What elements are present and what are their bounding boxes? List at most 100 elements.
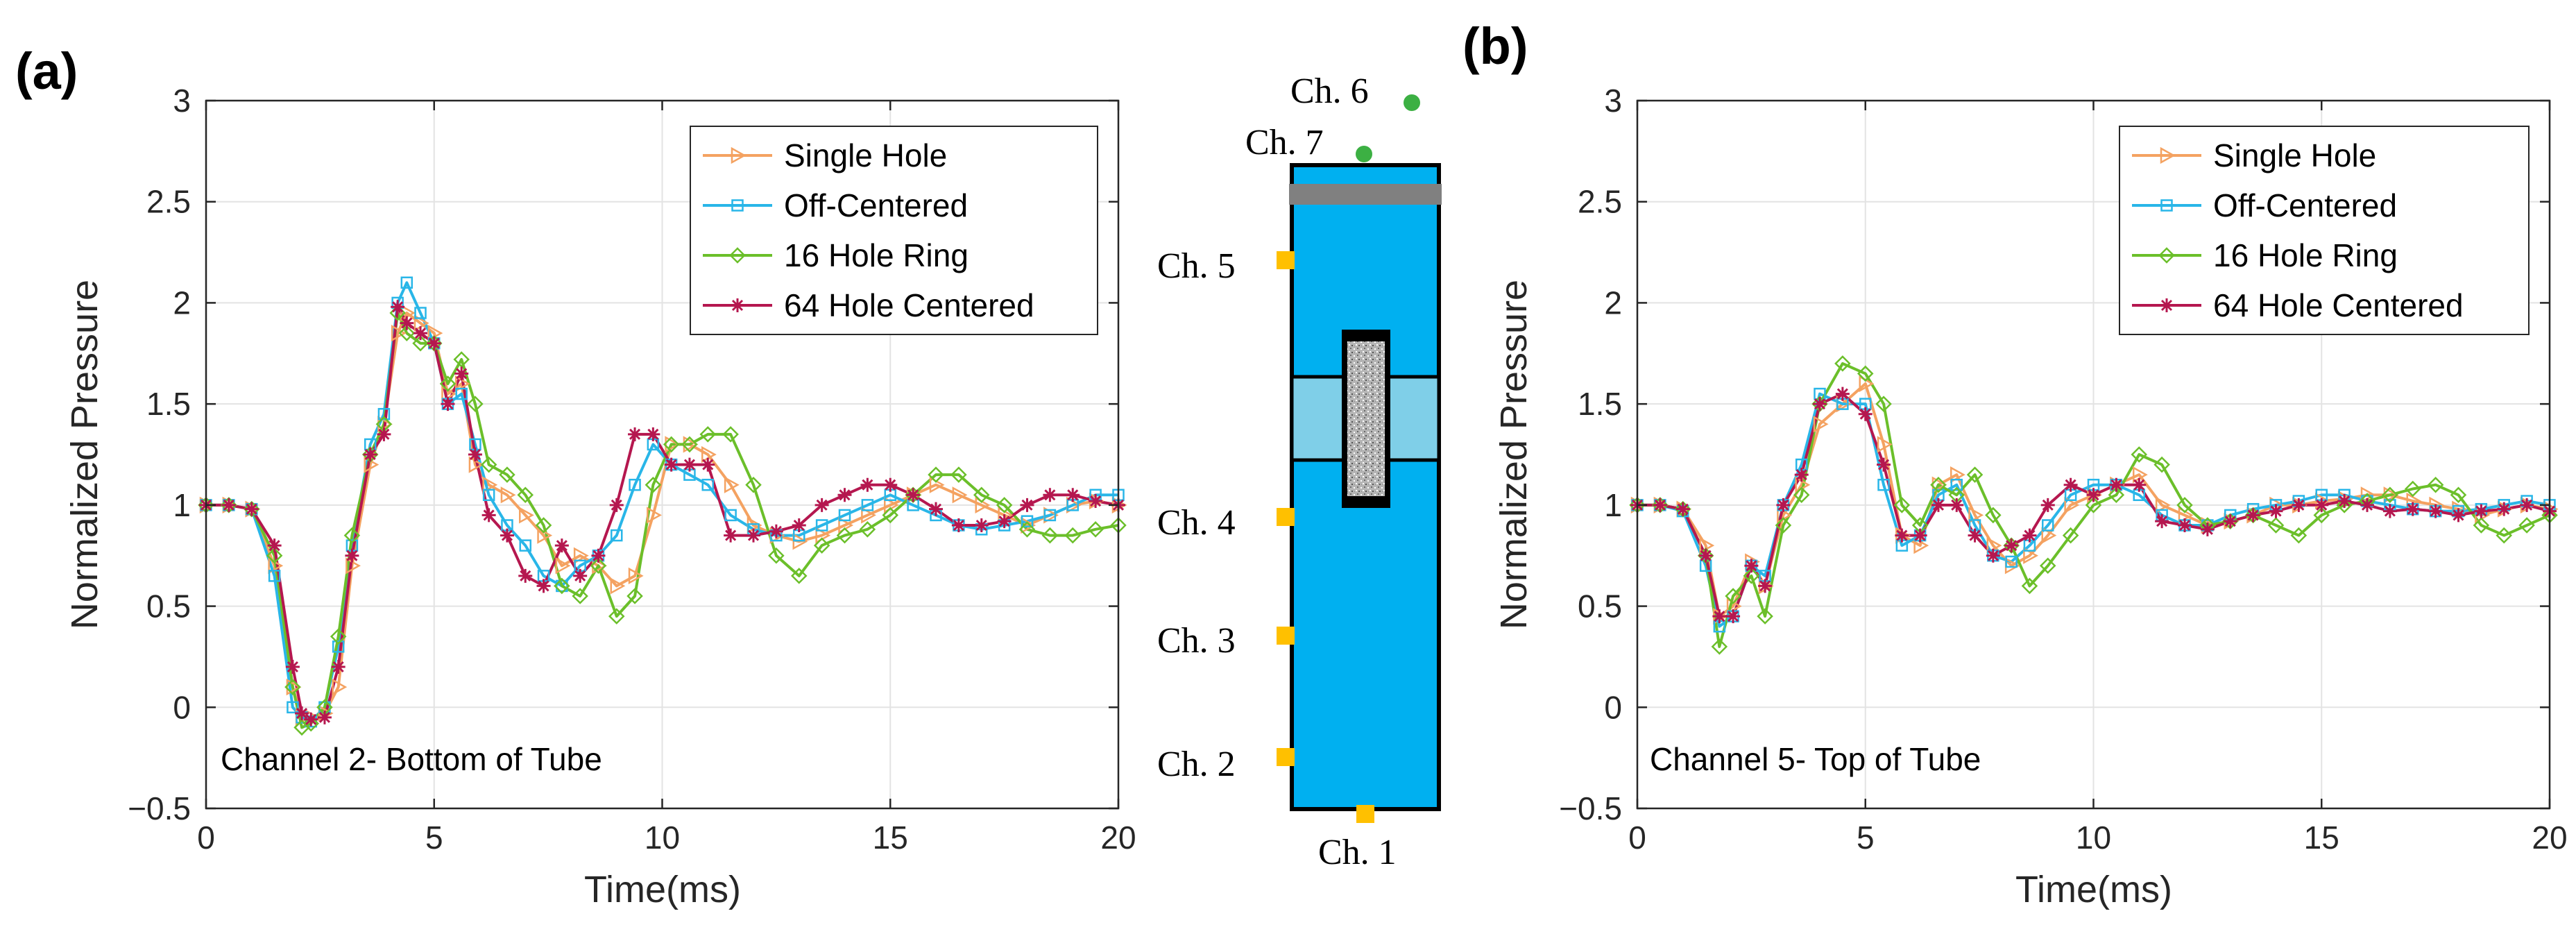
data-point (2404, 480, 2421, 498)
data-point (1857, 365, 1874, 382)
data-point (2337, 494, 2352, 509)
data-point (815, 519, 828, 532)
data-point (929, 502, 943, 516)
data-point (1757, 608, 1773, 625)
legend-label: 64 Hole Centered (784, 287, 1034, 323)
data-point (482, 489, 495, 502)
data-point (2176, 497, 2193, 513)
y-axis-label-a: Normalized Pressure (64, 280, 105, 629)
data-point (1712, 609, 1727, 624)
x-tick-label: 0 (197, 820, 215, 856)
data-point (1895, 528, 1909, 543)
y-tick-label: 2 (173, 285, 191, 321)
legend-marker (2160, 146, 2176, 164)
legend-marker (731, 146, 747, 164)
data-point (1968, 507, 1984, 524)
x-ticks-b: 0 5 10 15 20 (1628, 101, 2568, 856)
data-point (467, 396, 484, 412)
data-point (1986, 548, 2000, 563)
data-point (2040, 498, 2055, 512)
data-point (608, 608, 625, 625)
annotation-b: Channel 5- Top of Tube (1650, 741, 1981, 777)
data-point (813, 537, 830, 554)
data-point (1711, 638, 1728, 655)
data-point (2108, 486, 2125, 504)
data-point (377, 427, 391, 441)
data-point (626, 588, 643, 604)
legend-label: Off-Centered (2213, 187, 2397, 223)
data-point (287, 701, 299, 714)
data-point (1043, 509, 1057, 522)
data-point (1931, 498, 1945, 512)
data-point (681, 436, 698, 453)
data-point (590, 557, 607, 575)
data-point (2178, 518, 2192, 532)
data-point (286, 679, 302, 696)
data-point (2382, 504, 2397, 518)
series-line (1637, 392, 2550, 628)
data-point (555, 557, 571, 575)
data-point (628, 427, 642, 441)
data-point (2497, 502, 2511, 516)
data-point (455, 387, 468, 400)
data-point (427, 336, 441, 350)
data-point (1813, 416, 1829, 433)
y-tick-label: 2.5 (1578, 184, 1622, 220)
data-point (414, 307, 427, 319)
data-point (268, 570, 281, 582)
data-point (2005, 555, 2018, 568)
data-point (591, 548, 606, 563)
data-point (1020, 498, 1034, 512)
x-tick-label: 20 (2532, 820, 2567, 856)
data-point (861, 507, 876, 524)
data-point (556, 579, 568, 593)
data-point (377, 407, 391, 421)
data-point (952, 486, 968, 504)
data-point (1913, 528, 1927, 543)
y-tick-label: 0 (1604, 689, 1622, 725)
data-point (1089, 494, 1103, 509)
y-tick-label: −0.5 (1559, 790, 1622, 826)
data-point (2200, 522, 2215, 536)
data-point (906, 488, 921, 502)
data-point (2041, 527, 2057, 544)
data-point (724, 509, 737, 522)
data-point (1726, 609, 1741, 624)
sensor-ch7 (1356, 146, 1372, 162)
panel-label-b: (b) (1462, 17, 1528, 75)
data-point (2313, 507, 2330, 524)
data-point (2382, 486, 2398, 504)
data-point (665, 436, 681, 453)
data-point (2290, 527, 2308, 544)
x-tick-label: 0 (1628, 820, 1646, 856)
data-point (1794, 468, 1809, 482)
legend-marker (2158, 247, 2175, 264)
legend-label: Single Hole (784, 137, 947, 173)
data-point (266, 547, 283, 564)
data-point (2473, 517, 2490, 534)
data-point (267, 538, 282, 553)
data-point (2004, 538, 2019, 553)
y-tick-label: 3 (173, 83, 191, 119)
data-point (1064, 527, 1082, 544)
x-tick-label: 10 (645, 820, 680, 856)
data-point (391, 325, 407, 342)
data-point (1776, 498, 1791, 512)
data-point (1775, 517, 1792, 534)
data-point (950, 466, 967, 483)
y-tick-label: 1 (173, 487, 191, 523)
data-point (573, 547, 589, 564)
data-point (499, 466, 515, 483)
data-point (814, 498, 829, 512)
data-point (1893, 497, 1911, 513)
legend-marker (2160, 298, 2174, 312)
legend-marker (731, 199, 744, 212)
data-point (1041, 527, 1059, 544)
data-point (2062, 527, 2079, 544)
data-point (790, 568, 808, 584)
data-point (1813, 397, 1827, 411)
data-point (1653, 498, 1667, 512)
sensor-ch3 (1277, 627, 1295, 645)
data-point (2336, 497, 2353, 513)
x-axis-label-a: Time(ms) (584, 869, 741, 910)
